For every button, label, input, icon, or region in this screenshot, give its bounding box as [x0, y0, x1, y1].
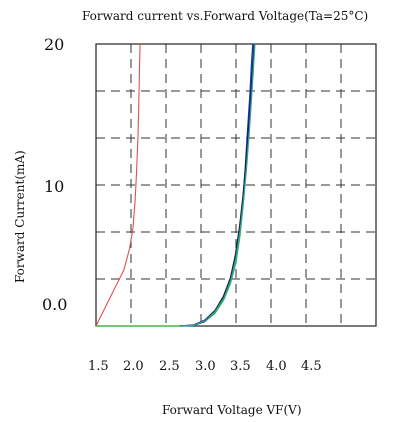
series-line-teal [179, 43, 256, 327]
x-tick-label: 1.5 [88, 359, 109, 374]
x-tick-label: 3.0 [195, 359, 216, 374]
chart-title: Forward current vs.Forward Voltage(Ta=25… [82, 9, 368, 23]
series-line-red [95, 43, 141, 327]
x-tick-label: 4.5 [301, 359, 322, 374]
y-tick-label-top: 20 [44, 35, 64, 54]
x-tick-label: 2.5 [159, 359, 180, 374]
x-tick-labels: 1.5 2.0 2.5 3.0 3.5 4.0 4.5 [88, 359, 322, 374]
x-tick-label: 4.0 [266, 359, 287, 374]
plot-frame [95, 43, 377, 327]
y-tick-label-mid: 10 [44, 177, 64, 196]
series-layer [95, 43, 256, 327]
x-tick-label: 3.5 [230, 359, 251, 374]
y-axis-label: Forward Current(mA) [13, 150, 27, 283]
y-tick-label-bottom: 0.0 [42, 295, 67, 314]
x-axis-label: Forward Voltage VF(V) [162, 403, 302, 417]
x-tick-label: 2.0 [123, 359, 144, 374]
grid [96, 44, 376, 326]
